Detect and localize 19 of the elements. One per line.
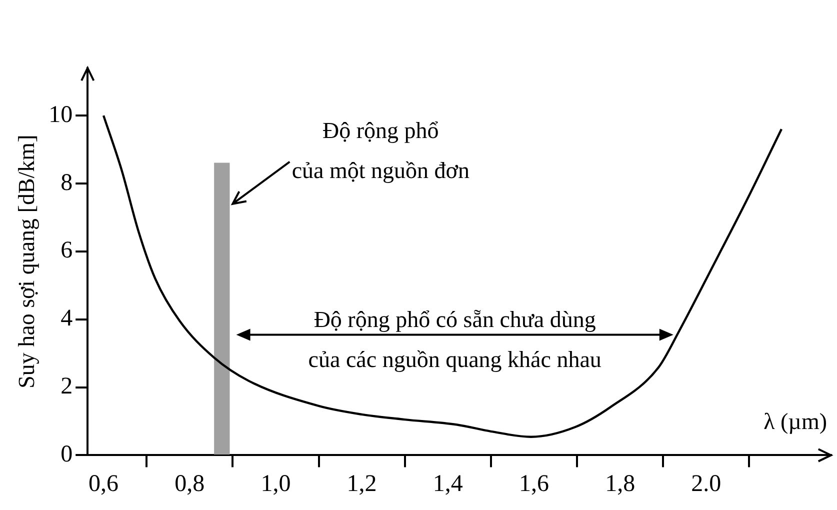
annotation: Độ rộng phổ của một nguồn đơn bbox=[292, 118, 470, 183]
annotation: Độ rộng phổ có sẵn chưa dùng của các nguồn quang khác nhau bbox=[308, 306, 602, 372]
y-tick-label: 8 bbox=[60, 170, 73, 196]
x-tick-label: 1,2 bbox=[346, 470, 377, 497]
y-tick-label: 4 bbox=[60, 306, 73, 332]
x-axis-title: λ (µm) bbox=[764, 409, 827, 434]
x-tick-label: 2.0 bbox=[691, 470, 722, 497]
x-tick-label: 1,8 bbox=[605, 470, 636, 497]
x-tick-label: 1,4 bbox=[432, 470, 463, 497]
line-series bbox=[102, 114, 783, 438]
x-tick-label: 1,6 bbox=[518, 470, 549, 497]
x-tick-label: 0,8 bbox=[174, 470, 205, 497]
y-tick-label: 2 bbox=[60, 374, 73, 400]
y-tick-label: 6 bbox=[60, 238, 73, 264]
x-tick-label: 0,6 bbox=[88, 470, 119, 497]
y-tick-label: 10 bbox=[48, 102, 73, 128]
y-tick-label: 0 bbox=[60, 441, 73, 468]
x-tick-label: 1,0 bbox=[260, 470, 291, 497]
y-axis-title: Suy hao sợi quang [dB/km] bbox=[14, 134, 39, 388]
